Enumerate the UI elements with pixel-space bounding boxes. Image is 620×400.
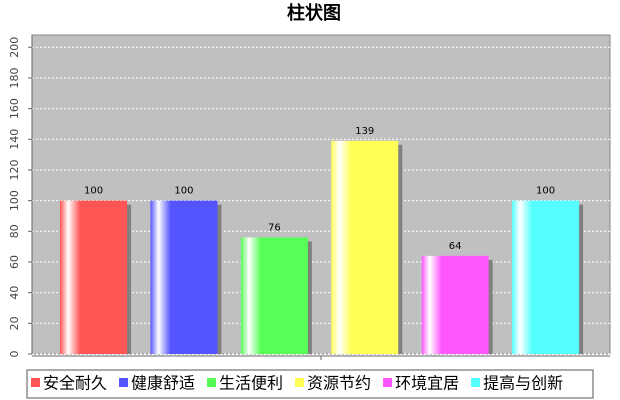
value-label: 100 xyxy=(174,186,193,197)
legend-label: 资源节约 xyxy=(307,374,371,393)
legend-label: 环境宜居 xyxy=(395,374,459,393)
y-tick-label: 40 xyxy=(8,286,21,300)
y-tick-label: 160 xyxy=(8,98,21,119)
legend-label: 安全耐久 xyxy=(43,374,107,393)
y-tick-label: 100 xyxy=(8,190,21,211)
chart-title: 柱状图 xyxy=(287,2,341,24)
value-label: 76 xyxy=(268,222,281,233)
bar xyxy=(331,140,399,354)
legend-label: 健康舒适 xyxy=(131,374,195,393)
y-tick-label: 0 xyxy=(8,351,21,358)
legend-swatch xyxy=(471,378,481,387)
bar xyxy=(512,200,580,354)
y-tick-label: 140 xyxy=(8,129,21,150)
y-tick-label: 80 xyxy=(8,224,21,238)
legend-swatch xyxy=(295,378,305,387)
legend-swatch xyxy=(383,378,393,387)
y-tick-label: 60 xyxy=(8,255,21,269)
value-label: 139 xyxy=(355,126,374,137)
bar xyxy=(240,237,308,354)
legend-label: 生活便利 xyxy=(219,374,283,393)
bar xyxy=(60,200,128,354)
bar xyxy=(150,200,218,354)
y-tick-label: 20 xyxy=(8,316,21,330)
value-label: 100 xyxy=(84,186,103,197)
y-tick-label: 180 xyxy=(8,67,21,88)
y-tick-label: 200 xyxy=(8,37,21,58)
legend-swatch xyxy=(31,378,40,387)
value-label: 64 xyxy=(449,241,462,252)
legend-swatch xyxy=(207,378,217,387)
legend-label: 提高与创新 xyxy=(483,374,563,393)
value-label: 100 xyxy=(536,186,555,197)
y-tick-label: 120 xyxy=(8,159,21,180)
bar xyxy=(421,255,489,354)
legend-swatch xyxy=(119,378,129,387)
